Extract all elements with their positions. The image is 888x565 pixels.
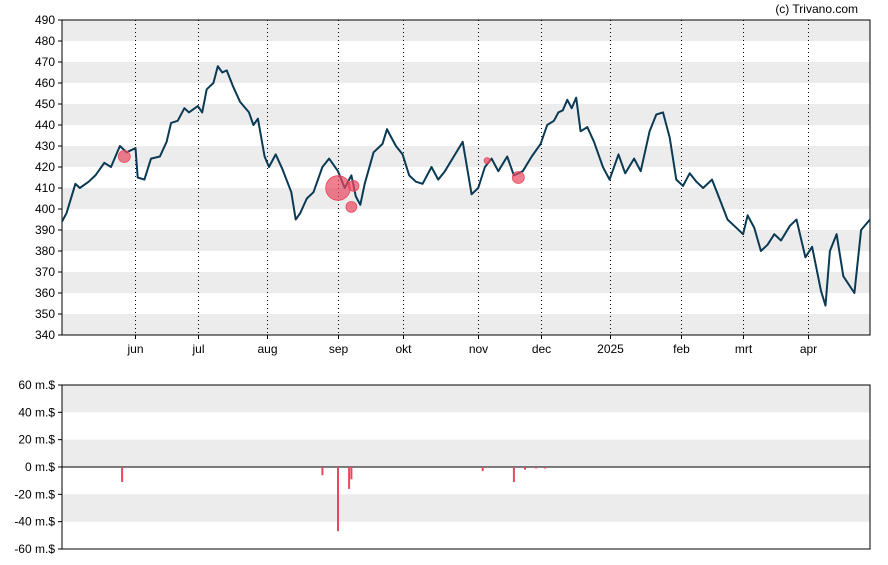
x-tick-label: sep [329, 342, 349, 356]
price-y-tick-label: 390 [35, 223, 55, 237]
trade-marker [483, 157, 491, 165]
price-y-tick-label: 380 [35, 244, 55, 258]
price-y-tick-label: 410 [35, 181, 55, 195]
trade-marker [325, 175, 351, 201]
x-tick-label: mrt [735, 342, 753, 356]
flow-bar [321, 467, 324, 476]
price-grid-band [62, 188, 870, 209]
flow-bar [512, 467, 515, 482]
price-chart: 340 350 360 370 380 390 400 410 420 430 440 450 460 4… [35, 13, 871, 356]
flow-chart: 60 m.$ 40 m.$ 20 m.$ 0 m.$ -20 m.$ -40 m.$ -60… [14, 378, 871, 556]
trade-marker [117, 150, 131, 163]
flow-y-tick-label: 0 m.$ [25, 460, 55, 474]
price-grid-band [62, 20, 870, 41]
trade-marker [345, 201, 358, 213]
flow-y-tick-label: 60 m.$ [18, 378, 55, 392]
x-tick-label: jul [191, 342, 204, 356]
price-y-tick-label: 420 [35, 160, 55, 174]
credit-text: (c) Trivano.com [775, 2, 858, 16]
price-y-tick-label: 360 [35, 286, 55, 300]
x-tick-label: aug [257, 342, 277, 356]
price-y-tick-label: 450 [35, 97, 55, 111]
x-tick-label: feb [673, 342, 690, 356]
trade-marker [511, 171, 525, 184]
price-y-tick-label: 370 [35, 265, 55, 279]
x-tick-label: nov [469, 342, 488, 356]
flow-grid-band [62, 385, 870, 413]
flow-bar [348, 467, 351, 489]
price-y-tick-label: 470 [35, 55, 55, 69]
price-y-tick-label: 480 [35, 34, 55, 48]
flow-y-tick-label: 40 m.$ [18, 405, 55, 419]
price-grid-band [62, 314, 870, 335]
price-grid-band [62, 230, 870, 251]
flow-bar [524, 467, 526, 470]
flow-bar [121, 467, 124, 482]
price-grid-band [62, 104, 870, 125]
price-y-tick-label: 350 [35, 307, 55, 321]
price-y-tick-label: 460 [35, 76, 55, 90]
x-tick-label: dec [532, 342, 551, 356]
price-y-tick-label: 400 [35, 202, 55, 216]
x-tick-label: 2025 [597, 342, 624, 356]
price-grid-band [62, 62, 870, 83]
flow-grid-band [62, 439, 870, 467]
flow-y-tick-label: -40 m.$ [14, 515, 55, 529]
flow-bar [337, 467, 339, 532]
price-y-tick-label: 340 [35, 328, 55, 342]
price-y-tick-label: 430 [35, 139, 55, 153]
price-y-tick-label: 440 [35, 118, 55, 132]
flow-y-tick-label: -20 m.$ [14, 487, 55, 501]
price-y-tick-label: 490 [35, 13, 55, 27]
price-grid-band [62, 272, 870, 293]
flow-y-tick-label: -60 m.$ [14, 542, 55, 556]
flow-grid-band [62, 494, 870, 522]
price-line [61, 65, 871, 307]
flow-bar [350, 467, 353, 480]
price-plot-frame [61, 19, 871, 336]
x-tick-label: okt [395, 342, 412, 356]
flow-bar [481, 467, 484, 472]
flow-y-tick-label: 20 m.$ [18, 433, 55, 447]
flow-bar [544, 467, 546, 469]
flow-bar [535, 467, 538, 469]
x-tick-label: jun [126, 342, 143, 356]
trade-marker [347, 180, 360, 192]
x-tick-label: apr [800, 342, 817, 356]
